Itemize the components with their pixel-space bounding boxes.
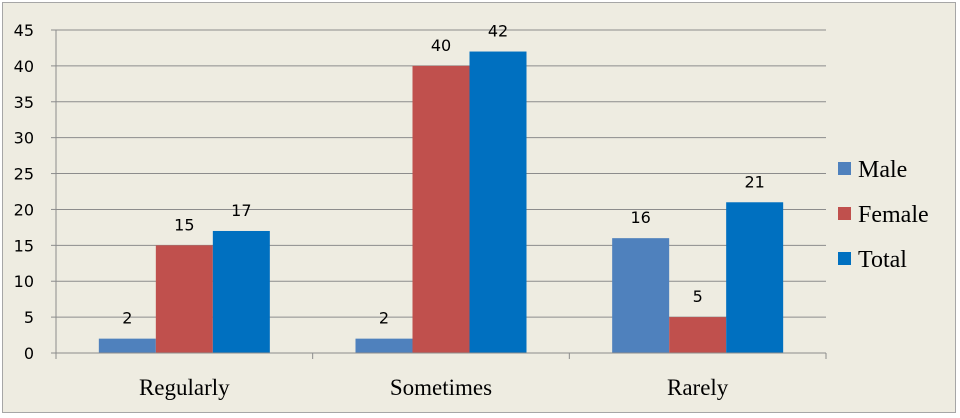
data-label: 40 [431, 36, 451, 55]
y-tick-label: 5 [24, 308, 34, 327]
bar-male-sometimes [355, 338, 413, 353]
legend: Male Female Total [838, 157, 929, 273]
legend-label-female: Female [858, 202, 929, 228]
x-category-label: Sometimes [390, 375, 492, 400]
x-category-label: Rarely [667, 375, 729, 400]
data-label: 15 [174, 215, 194, 234]
data-label: 2 [379, 309, 389, 328]
bar-female-sometimes [412, 65, 470, 353]
data-label: 2 [122, 309, 132, 328]
legend-swatch-total [838, 252, 851, 265]
y-tick-label: 25 [14, 165, 34, 184]
x-category-label: Regularly [139, 375, 230, 400]
y-tick-label: 40 [14, 57, 34, 76]
legend-label-total: Total [858, 247, 907, 273]
data-label: 42 [488, 22, 508, 41]
y-tick-label: 15 [14, 236, 34, 255]
y-tick-label: 0 [24, 344, 34, 363]
y-tick-label: 30 [14, 129, 34, 148]
legend-swatch-male [838, 162, 851, 175]
bar-total-regularly [212, 230, 270, 353]
legend-swatch-female [838, 207, 851, 220]
data-labels: 2 15 17 2 40 42 16 5 21 [122, 22, 765, 328]
legend-label-male: Male [858, 157, 907, 183]
bar-total-rarely [726, 202, 784, 353]
data-label: 5 [693, 287, 703, 306]
bar-female-rarely [669, 317, 727, 353]
data-label: 21 [744, 172, 764, 191]
y-tick-label: 20 [14, 200, 34, 219]
data-label: 17 [231, 201, 251, 220]
bar-total-sometimes [469, 51, 527, 354]
data-label: 16 [630, 208, 650, 227]
bar-male-rarely [612, 238, 670, 353]
y-tick-label: 10 [14, 272, 34, 291]
bar-male-regularly [98, 338, 156, 353]
bars [98, 51, 784, 354]
y-tick-label: 45 [14, 21, 34, 40]
bar-female-regularly [155, 245, 213, 353]
y-tick-label: 35 [14, 93, 34, 112]
